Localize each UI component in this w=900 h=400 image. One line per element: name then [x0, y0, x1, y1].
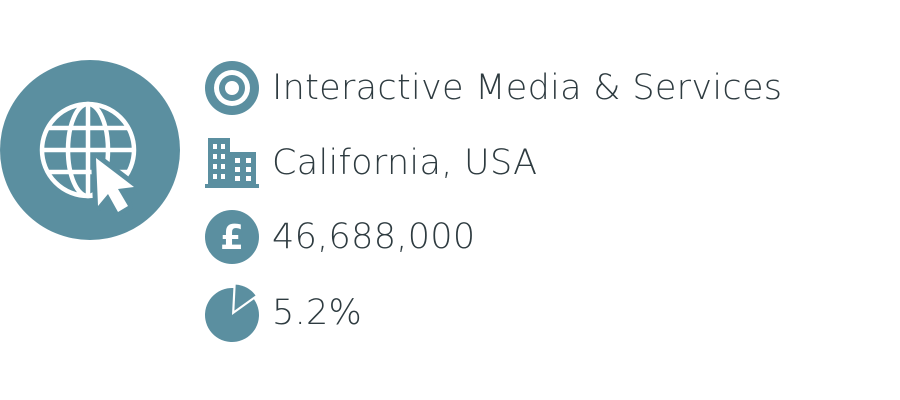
value-row: £ 46,688,000	[204, 210, 475, 264]
svg-text:£: £	[220, 218, 244, 258]
location-row: California, USA	[204, 136, 537, 190]
share-row: 5.2%	[204, 284, 363, 342]
pie-chart-icon	[204, 284, 260, 342]
office-building-icon	[204, 136, 260, 190]
target-icon	[204, 61, 260, 115]
industry-row: Interactive Media & Services	[204, 61, 782, 115]
share-label: 5.2%	[272, 293, 363, 333]
pound-sterling-icon: £	[204, 210, 260, 264]
industry-label: Interactive Media & Services	[272, 68, 783, 108]
globe-with-cursor-icon	[39, 101, 139, 217]
value-label: 46,688,000	[272, 217, 476, 257]
location-label: California, USA	[272, 143, 538, 183]
globe-logo	[0, 60, 180, 240]
